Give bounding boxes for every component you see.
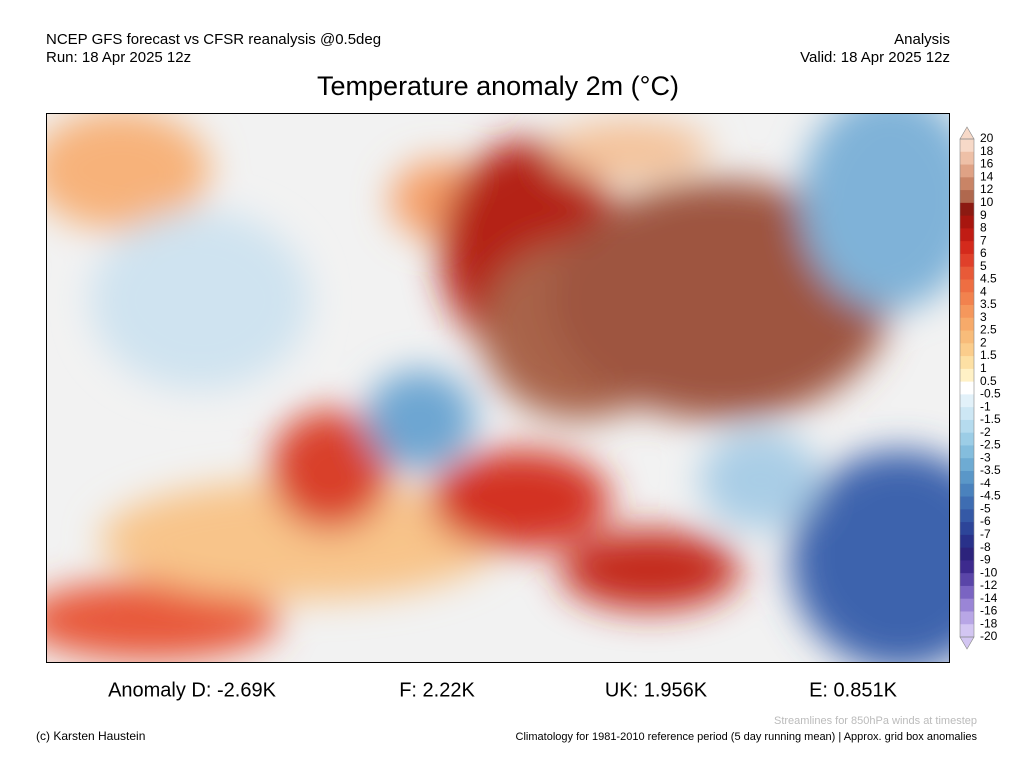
colorbar-swatch [960,305,974,319]
colorbar-label: -4.5 [980,489,1001,503]
colorbar-swatch [960,509,974,523]
colorbar-label: -6 [980,514,991,528]
colorbar-label: -5 [980,501,991,515]
colorbar-label: 7 [980,233,987,247]
colorbar-swatch [960,624,974,638]
colorbar-swatch [960,522,974,536]
anomaly-stat: E: 0.851K [809,679,898,701]
colorbar-label: -7 [980,527,991,541]
colorbar-label: 20 [980,131,994,145]
colorbar-label: -1 [980,399,991,413]
colorbar-label: -1.5 [980,412,1001,426]
credit: (c) Karsten Haustein [36,729,145,743]
map-title: Temperature anomaly 2m (°C) [317,71,679,101]
anomaly-stat: F: 2.22K [399,679,475,701]
colorbar-label: 1.5 [980,348,997,362]
colorbar-label: 0.5 [980,374,997,388]
colorbar-swatch [960,471,974,485]
colorbar-label: 4 [980,284,987,298]
colorbar-swatch [960,151,974,166]
colorbar-swatch [960,496,974,510]
colorbar-label: 2.5 [980,323,997,337]
colorbar-label: -3.5 [980,463,1001,477]
colorbar-swatch [960,381,974,395]
colorbar-label: 10 [980,195,994,209]
colorbar-swatch [960,215,974,229]
colorbar-label: 2 [980,335,987,349]
valid-text: Valid: 18 Apr 2025 12z [800,49,950,66]
colorbar-swatch [960,241,974,255]
colorbar: 201816141210987654.543.532.521.510.5-0.5… [959,126,1001,650]
colorbar-swatch [960,228,974,242]
colorbar-swatch [960,419,974,434]
colorbar-label: 9 [980,208,987,222]
colorbar-label: -2 [980,425,991,439]
colorbar-swatch [960,356,974,370]
colorbar-swatch [960,253,974,268]
colorbar-swatch [960,266,974,280]
colorbar-label: 3.5 [980,297,997,311]
colorbar-label: 18 [980,144,994,158]
colorbar-frame [959,138,975,638]
colorbar-swatch [960,368,974,383]
colorbar-swatch [960,343,974,357]
colorbar-label: 14 [980,169,994,183]
colorbar-swatch [960,458,974,472]
colorbar-swatch [960,177,974,191]
run-text: Run: 18 Apr 2025 12z [46,49,191,66]
colorbar-swatch [960,330,974,344]
colorbar-swatch [960,202,974,217]
colorbar-swatch [960,547,974,561]
climatology-note: Climatology for 1981-2010 reference peri… [516,731,978,743]
colorbar-label: -9 [980,553,991,567]
model-text: NCEP GFS forecast vs CFSR reanalysis @0.… [46,31,381,48]
colorbar-label: -20 [980,629,998,643]
colorbar-swatch [960,611,974,625]
anomaly-stat: Anomaly D: -2.69K [108,679,277,701]
colorbar-swatch [960,279,974,293]
colorbar-label: -10 [980,565,998,579]
colorbar-label: -12 [980,578,998,592]
map [46,113,950,663]
colorbar-label: -3 [980,450,991,464]
colorbar-label: -16 [980,604,998,618]
colorbar-swatch [960,292,974,306]
colorbar-swatch [960,598,974,612]
colorbar-label: -8 [980,540,991,554]
colorbar-label: 1 [980,361,987,375]
colorbar-arrow [959,636,975,650]
colorbar-label: 16 [980,157,994,171]
colorbar-swatch [960,534,974,549]
colorbar-swatch [960,585,974,600]
colorbar-swatch [960,407,974,421]
colorbar-label: 3 [980,310,987,324]
colorbar-label: 8 [980,221,987,235]
colorbar-label: -4 [980,476,991,490]
colorbar-swatch [960,432,974,446]
colorbar-swatch [960,394,974,408]
colorbar-swatch [960,317,974,332]
anomaly-stat: UK: 1.956K [605,679,708,701]
analysis-text: Analysis [894,31,950,48]
streamline-note: Streamlines for 850hPa winds at timestep [774,715,977,727]
colorbar-swatch [960,560,974,574]
colorbar-label: -0.5 [980,387,1001,401]
colorbar-swatch [960,190,974,204]
colorbar-swatch [960,139,974,153]
colorbar-swatch [960,445,974,459]
colorbar-swatch [960,483,974,498]
colorbar-label: 12 [980,182,994,196]
colorbar-label: -14 [980,591,998,605]
colorbar-label: -2.5 [980,438,1001,452]
colorbar-label: -18 [980,616,998,630]
colorbar-label: 4.5 [980,272,997,286]
colorbar-arrow [959,126,975,140]
colorbar-label: 5 [980,259,987,273]
colorbar-swatch [960,573,974,587]
colorbar-label: 6 [980,246,987,260]
colorbar-swatch [960,164,974,178]
